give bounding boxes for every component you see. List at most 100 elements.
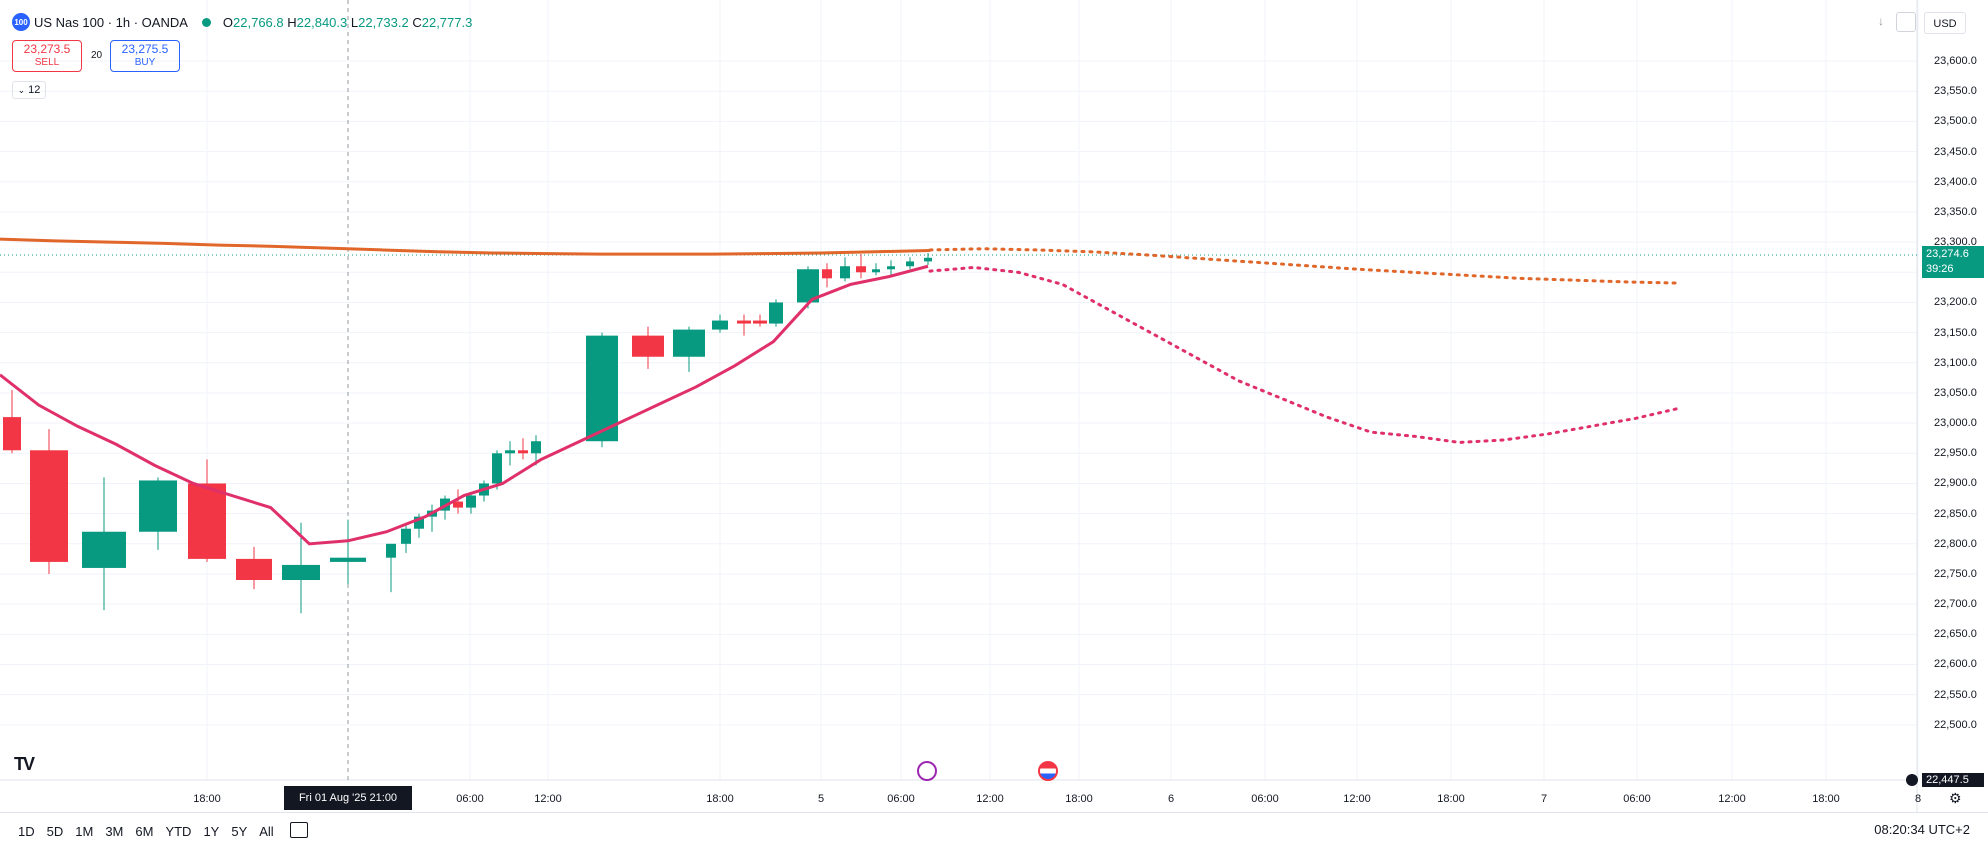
candle-up: [586, 335, 618, 442]
fast-moving-average-line: [0, 264, 929, 546]
price-tick: 23,350.0: [1934, 205, 1977, 218]
calendar-icon[interactable]: [290, 822, 308, 838]
candle-up: [505, 450, 515, 454]
candles: [3, 252, 932, 614]
gear-icon[interactable]: ⚙: [1949, 790, 1962, 806]
time-tick: 06:00: [1251, 793, 1279, 805]
time-tick: 18:00: [1065, 793, 1093, 805]
time-tick: 18:00: [1812, 793, 1840, 805]
sell-price: 23,273.5: [23, 42, 71, 56]
buy-price: 23,275.5: [121, 42, 169, 56]
time-tick: 18:00: [1437, 793, 1465, 805]
price-tick: 23,600.0: [1934, 55, 1977, 68]
candle-up: [712, 320, 728, 330]
timeframe-button[interactable]: 3M: [105, 824, 124, 839]
candle-up: [872, 269, 880, 273]
price-tick: 22,850.0: [1934, 507, 1977, 520]
candle-up: [769, 302, 783, 324]
timezone-clock[interactable]: 08:20:34 UTC+2: [1874, 822, 1970, 837]
candle-down: [753, 320, 767, 324]
time-tick: 18:00: [706, 793, 734, 805]
settings-icon[interactable]: [1896, 12, 1916, 32]
sell-label: SELL: [34, 57, 60, 68]
time-tick: 06:00: [456, 793, 484, 805]
price-tick: 22,700.0: [1934, 598, 1977, 611]
candle-down: [518, 450, 528, 454]
candle-down: [188, 483, 226, 559]
candle-up: [386, 543, 396, 558]
candle-down: [856, 266, 866, 273]
market-status-icon[interactable]: [201, 17, 211, 27]
arrow-down-icon[interactable]: ↓: [1878, 14, 1884, 28]
candle-up: [531, 441, 541, 454]
chart-grid: [0, 0, 1919, 780]
candle-down: [30, 450, 68, 562]
candle-down: [3, 417, 21, 451]
price-tick: 22,550.0: [1934, 688, 1977, 701]
timeframe-buttons: 1D 5D 1M 3M 6M YTD 1Y 5Y All: [12, 824, 280, 839]
candle-up: [466, 495, 476, 508]
candle-up: [282, 564, 320, 581]
time-tick: 6: [1167, 793, 1175, 805]
timeframe-button[interactable]: 6M: [135, 824, 154, 839]
timeframe-button[interactable]: 1D: [18, 824, 35, 839]
candle-up: [840, 266, 850, 279]
sell-button[interactable]: 23,273.5 SELL: [12, 40, 82, 72]
price-tick: 23,500.0: [1934, 115, 1977, 128]
timeframe-button[interactable]: 1M: [75, 824, 94, 839]
indicators-toggle[interactable]: ⌄ 12: [12, 81, 46, 99]
buy-button[interactable]: 23,275.5 BUY: [110, 40, 180, 72]
timeframe-button[interactable]: YTD: [165, 824, 192, 839]
time-tick: 7: [1540, 793, 1548, 805]
timeframe-button[interactable]: All: [259, 824, 274, 839]
current-price-value: 23,274.6: [1926, 248, 1969, 260]
symbol-legend: 100 US Nas 100 · 1h · OANDA O22,766.8 H2…: [12, 12, 472, 32]
price-tick: 23,300.0: [1934, 236, 1977, 249]
moving-averages: [0, 237, 1682, 546]
time-tick: 06:00: [887, 793, 915, 805]
us-flag-event-icon[interactable]: [1038, 761, 1058, 781]
tradingview-logo-icon[interactable]: TV: [14, 754, 35, 774]
price-tick: 22,900.0: [1934, 477, 1977, 490]
candle-up: [887, 266, 895, 270]
bar-countdown: 39:26: [1926, 263, 1954, 275]
candle-up: [139, 480, 177, 532]
candle-down: [737, 320, 751, 324]
time-tick: 12:00: [1343, 793, 1371, 805]
timeframe-button[interactable]: 5D: [46, 824, 64, 839]
symbol-title[interactable]: US Nas 100 · 1h · OANDA: [34, 14, 188, 30]
time-tick: 18:00: [193, 793, 221, 805]
price-tick: 22,750.0: [1934, 567, 1977, 580]
timeframe-button[interactable]: 1Y: [203, 824, 220, 839]
time-tick: 12:00: [976, 793, 1004, 805]
candle-up: [924, 257, 932, 262]
candle-up: [82, 531, 126, 568]
candle-down: [453, 501, 463, 508]
candle-up: [414, 516, 424, 529]
price-chart[interactable]: [0, 0, 1988, 812]
dividend-event-icon[interactable]: [917, 761, 937, 781]
candle-up: [401, 528, 411, 544]
price-tick: 23,550.0: [1934, 85, 1977, 98]
price-tick: 22,500.0: [1934, 718, 1977, 731]
timeframe-button[interactable]: 5Y: [231, 824, 248, 839]
candle-up: [330, 557, 366, 562]
bottom-price-label: 22,447.5: [1922, 773, 1984, 787]
price-tick: 22,650.0: [1934, 628, 1977, 641]
current-price-tag: 23,274.6 39:26: [1922, 246, 1984, 278]
currency-selector[interactable]: USD: [1924, 12, 1966, 34]
candle-down: [236, 558, 272, 581]
time-tick: 8: [1914, 793, 1922, 805]
price-tick: 22,800.0: [1934, 537, 1977, 550]
scroll-to-realtime-icon[interactable]: [1906, 774, 1918, 786]
price-tick: 23,050.0: [1934, 386, 1977, 399]
indicators-count: 12: [28, 84, 41, 96]
candle-up: [492, 453, 502, 484]
price-tick: 23,450.0: [1934, 145, 1977, 158]
price-tick: 23,150.0: [1934, 326, 1977, 339]
price-tick: 22,600.0: [1934, 658, 1977, 671]
slow-moving-average-projection: [928, 247, 1682, 285]
price-tick: 23,100.0: [1934, 356, 1977, 369]
time-tick: 12:00: [534, 793, 562, 805]
buy-label: BUY: [134, 57, 156, 68]
